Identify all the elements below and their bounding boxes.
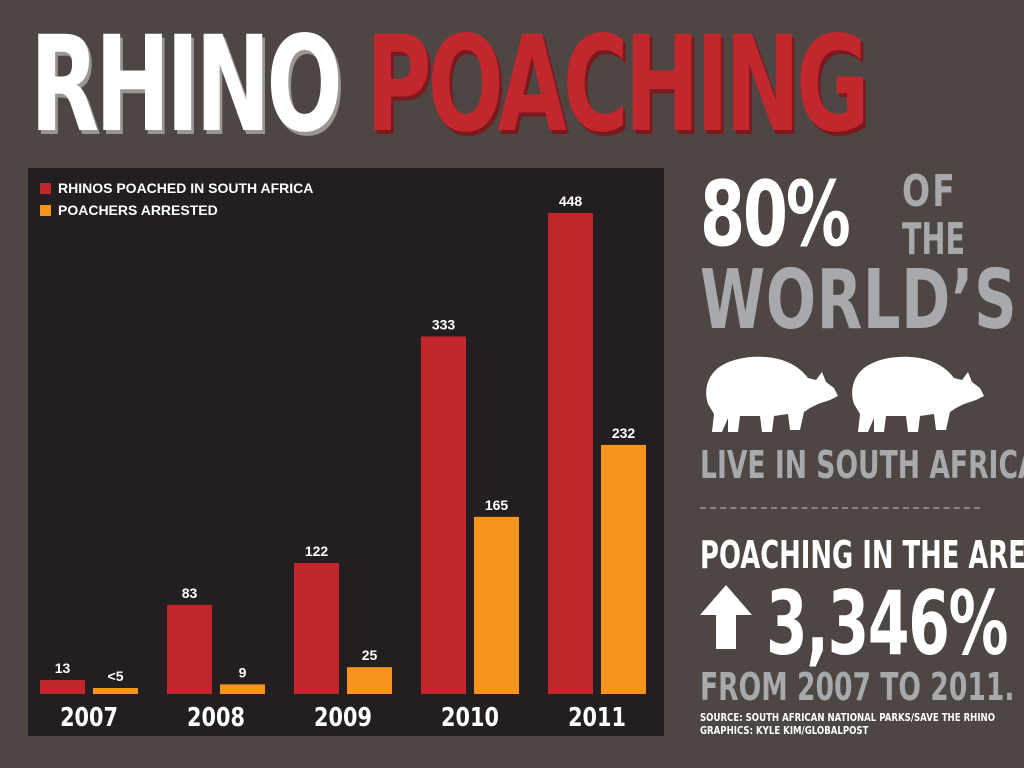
text-live-in-south-africa: LIVE IN SOUTH AFRICA. [700,443,1024,487]
legend-item-arrested: POACHERS ARRESTED [40,202,218,218]
text-of: OF [902,166,958,217]
legend-swatch-poached [40,183,51,194]
legend-label-poached: RHINOS POACHED IN SOUTH AFRICA [58,180,314,196]
percent-80: 80% [700,162,851,267]
source-credit: SOURCE: SOUTH AFRICAN NATIONAL PARKS/SAV… [700,711,996,724]
x-tick-label-2010: 2010 [441,702,499,733]
legend-swatch-arrested [40,205,51,216]
dashed-divider [700,507,980,509]
data-label-poached-2008: 83 [182,585,198,601]
data-label-poached-2010: 333 [432,316,456,332]
bar-arrested-2008 [220,684,265,694]
rhino-icon [706,356,838,432]
data-label-poached-2007: 13 [55,660,71,676]
title-word-rhino: RHINO [30,8,343,162]
bar-arrested-2009 [347,667,392,694]
bar-arrested-2010 [474,516,519,694]
bar-poached-2009 [294,563,339,694]
data-label-poached-2011: 448 [559,193,583,209]
x-tick-label-2008: 2008 [187,702,245,733]
percent-increase: 3,346% [766,572,1008,675]
data-label-arrested-2009: 25 [362,647,378,663]
bar-chart: 13 <5 2007 83 9 2008 122 25 2009 333 165 2010 448 232… [40,193,646,733]
chart-panel: RHINOS POACHED IN SOUTH AFRICA POACHERS … [28,168,664,736]
bar-poached-2008 [167,604,212,694]
bar-poached-2007 [40,680,85,694]
page-title: RHINO POACHING [30,8,870,162]
title-word-poaching: POACHING [365,8,870,162]
data-label-arrested-2008: 9 [239,664,247,680]
data-label-arrested-2007: <5 [108,668,124,684]
up-arrow-icon [700,585,752,649]
data-label-arrested-2011: 232 [612,425,636,441]
rhino-icon [852,356,984,432]
data-label-arrested-2010: 165 [485,497,509,513]
text-the: THE [902,214,965,265]
bar-poached-2011 [548,213,593,694]
x-tick-label-2009: 2009 [314,702,372,733]
x-tick-label-2007: 2007 [60,702,118,733]
bar-arrested-2007 [93,688,138,694]
x-tick-label-2011: 2011 [568,702,626,733]
text-from-to: FROM 2007 TO 2011. [700,665,1015,709]
bar-poached-2010 [421,336,466,694]
legend-label-arrested: POACHERS ARRESTED [58,202,218,218]
data-label-poached-2009: 122 [305,543,329,559]
graphics-credit: GRAPHICS: KYLE KIM/GLOBALPOST [700,724,869,737]
legend-item-poached: RHINOS POACHED IN SOUTH AFRICA [40,180,313,196]
bar-arrested-2011 [601,444,646,694]
text-worlds: WORLD’S [700,253,1018,348]
text-poaching-in-the-area: POACHING IN THE AREA [700,533,1024,577]
